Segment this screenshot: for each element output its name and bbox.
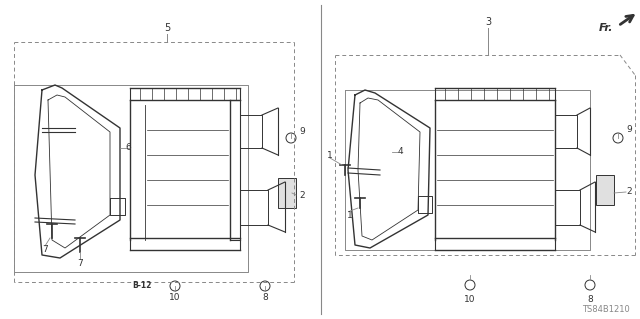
Text: 1: 1 bbox=[347, 211, 353, 219]
Text: 3: 3 bbox=[485, 17, 491, 27]
Text: 8: 8 bbox=[587, 295, 593, 305]
FancyBboxPatch shape bbox=[596, 175, 614, 205]
Text: 5: 5 bbox=[164, 23, 170, 33]
Text: TS84B1210: TS84B1210 bbox=[582, 305, 630, 314]
Text: 7: 7 bbox=[42, 246, 48, 255]
Text: 8: 8 bbox=[262, 293, 268, 302]
Text: 7: 7 bbox=[77, 258, 83, 268]
Text: 2: 2 bbox=[626, 188, 632, 197]
Text: 10: 10 bbox=[169, 293, 180, 302]
Text: 6: 6 bbox=[125, 144, 131, 152]
Text: B-12: B-12 bbox=[132, 281, 152, 291]
Text: 4: 4 bbox=[397, 147, 403, 157]
Text: 10: 10 bbox=[464, 295, 476, 305]
Text: 2: 2 bbox=[299, 190, 305, 199]
Text: Fr.: Fr. bbox=[598, 23, 613, 33]
Text: 1: 1 bbox=[327, 151, 333, 160]
Text: 9: 9 bbox=[626, 125, 632, 135]
FancyBboxPatch shape bbox=[278, 178, 296, 208]
Text: 9: 9 bbox=[299, 128, 305, 137]
